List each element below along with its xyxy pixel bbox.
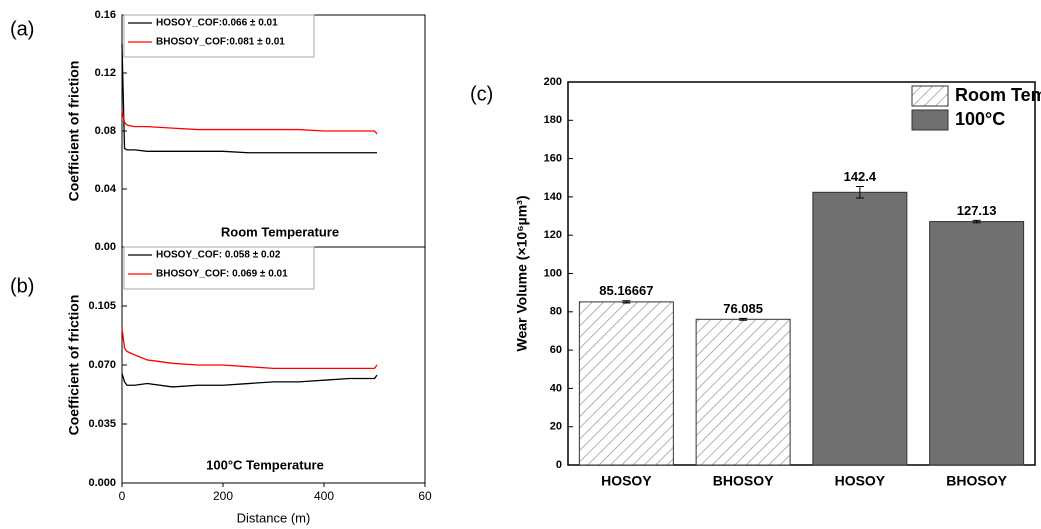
y-tick-label: 0.00 <box>95 241 116 253</box>
y-axis-label: Wear Volume (×10⁶µm³) <box>514 196 530 352</box>
x-tick-label: HOSOY <box>601 473 652 489</box>
cof-line <box>121 43 378 154</box>
y-tick-label: 0.000 <box>88 477 116 489</box>
x-axis-label: Distance (m) <box>237 510 311 525</box>
y-tick-label: 0.035 <box>88 418 116 430</box>
legend-entry: HOSOY_COF: 0.058 ± 0.02 <box>156 250 281 261</box>
cof-line <box>121 327 378 370</box>
error-bar <box>855 186 864 199</box>
legend-entry: Room Temp <box>955 85 1041 105</box>
cof-line <box>121 373 378 388</box>
annotation: 100°C Temperature <box>206 457 324 472</box>
legend-entry: BHOSOY_COF: 0.069 ± 0.01 <box>156 269 288 280</box>
x-tick-label: 60 <box>418 489 432 503</box>
value-label: 85.16667 <box>599 283 653 298</box>
bar <box>695 318 791 466</box>
y-tick-label: 0.070 <box>88 359 116 371</box>
legend-entry: HOSOY_COF:0.066 ± 0.01 <box>156 18 278 29</box>
y-tick-label: 0.16 <box>95 9 116 21</box>
cof-line <box>121 109 378 135</box>
value-label: 142.4 <box>844 169 877 184</box>
panel-label: (c) <box>470 83 493 105</box>
bar <box>929 221 1025 466</box>
legend-entry: 100°C <box>955 109 1005 129</box>
bar <box>812 191 908 466</box>
plot-frame <box>121 14 426 248</box>
y-axis-label: Coefficient of friction <box>66 61 82 202</box>
bar <box>578 301 674 466</box>
y-tick-label: 0 <box>556 459 562 471</box>
y-tick-label: 120 <box>544 229 562 241</box>
x-tick-label: 400 <box>314 489 334 503</box>
y-tick-label: 80 <box>550 306 562 318</box>
panel-label: (a) <box>10 18 34 40</box>
y-tick-label: 0.12 <box>95 67 116 79</box>
y-tick-label: 0.105 <box>88 300 116 312</box>
plot-frame <box>121 246 426 484</box>
y-tick-label: 0.08 <box>95 125 116 137</box>
value-label: 76.085 <box>723 301 763 316</box>
y-tick-label: 100 <box>544 267 562 279</box>
legend-frame <box>123 246 315 290</box>
value-label: 127.13 <box>957 203 997 218</box>
x-tick-label: HOSOY <box>835 473 886 489</box>
x-tick-label: 200 <box>213 489 233 503</box>
y-tick-label: 140 <box>544 191 562 203</box>
y-tick-label: 0.04 <box>95 183 117 195</box>
y-tick-label: 20 <box>550 421 562 433</box>
error-bar <box>972 219 981 224</box>
annotation: Room Temperature <box>221 224 339 239</box>
x-tick-label: BHOSOY <box>713 473 774 489</box>
legend-entry: BHOSOY_COF:0.081 ± 0.01 <box>156 37 285 48</box>
y-tick-label: 40 <box>550 382 562 394</box>
error-bar <box>739 317 748 321</box>
legend-swatch <box>911 85 949 107</box>
legend-swatch <box>911 109 949 131</box>
y-axis-label: Coefficient of friction <box>66 295 82 436</box>
x-tick-label: 0 <box>119 489 126 503</box>
legend-frame <box>123 14 315 58</box>
y-tick-label: 60 <box>550 344 562 356</box>
y-tick-label: 200 <box>544 76 562 88</box>
x-tick-label: BHOSOY <box>946 473 1007 489</box>
error-bar <box>622 300 631 304</box>
panel-label: (b) <box>10 275 34 297</box>
y-tick-label: 160 <box>544 153 562 165</box>
y-tick-label: 180 <box>544 114 562 126</box>
